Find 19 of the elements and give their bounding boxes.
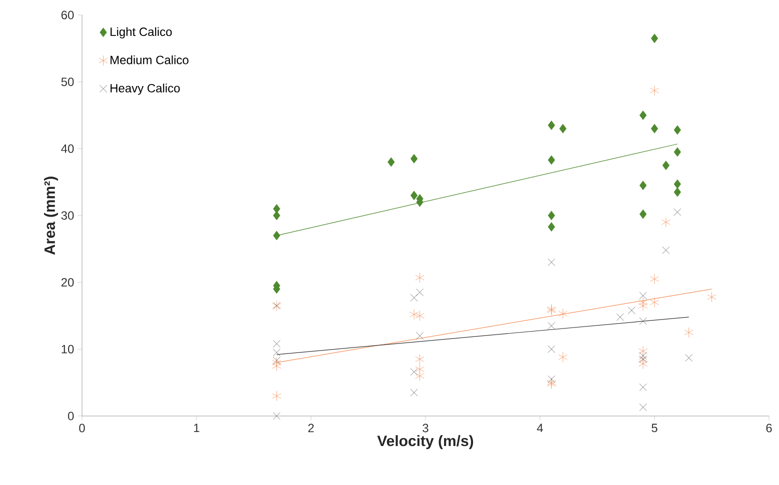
legend-label: Light Calico — [110, 27, 172, 38]
y-tick-label: 50 — [61, 78, 74, 86]
y-tick-label: 10 — [62, 344, 74, 354]
x-tick-label: 6 — [766, 424, 772, 432]
legend-label: Medium Calico — [110, 55, 188, 64]
x-tick-label: 0 — [79, 424, 85, 432]
y-axis-title: Area (mm²) — [44, 176, 58, 255]
y-tick-label: 0 — [68, 412, 74, 420]
x-tick-label: 1 — [194, 424, 200, 432]
x-tick-label: 4 — [536, 424, 543, 432]
legend-label: Heavy Calico — [110, 84, 180, 95]
y-tick-label: 40 — [61, 144, 74, 153]
y-tick-label: 20 — [61, 278, 74, 287]
y-tick-label: 30 — [61, 211, 74, 220]
x-tick-label: 3 — [422, 424, 428, 432]
x-tick-label: 5 — [652, 424, 658, 432]
x-axis-title: Velocity (m/s) — [377, 435, 474, 450]
y-tick-label: 60 — [61, 10, 74, 20]
x-tick-label: 2 — [308, 424, 314, 432]
